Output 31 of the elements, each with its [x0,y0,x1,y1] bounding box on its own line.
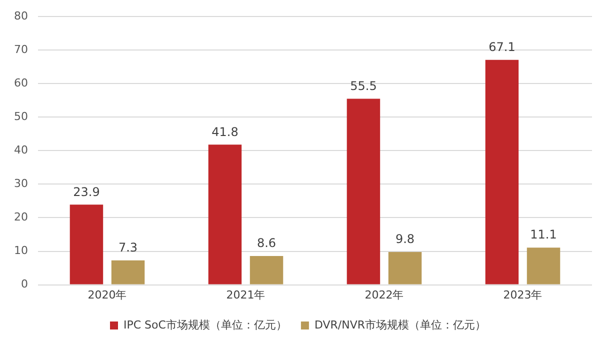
bar [346,98,380,284]
y-tick-label: 80 [14,9,28,22]
data-label: 67.1 [488,40,516,54]
x-tick-label: 2023年 [503,288,542,302]
y-tick-label: 40 [14,144,28,157]
bar [526,248,560,284]
y-tick-label: 70 [14,42,28,56]
y-tick-label: 20 [14,210,28,224]
y-tick-label: 50 [14,110,28,124]
y-tick-label: 0 [20,278,28,291]
data-label: 41.8 [212,124,238,139]
data-label: 23.9 [73,184,100,199]
bar [250,256,284,284]
bar [111,260,145,284]
legend-label: DVR/NVR市场规模（单位：亿元） [314,318,486,332]
x-tick-label: 2022年 [364,288,404,302]
y-tick-label: 60 [14,76,28,90]
bar [208,144,242,284]
data-label: 9.8 [395,232,415,246]
bar [485,60,519,284]
bar [70,204,104,284]
x-tick-label: 2020年 [88,288,127,302]
legend-label: IPC SoC市场规模（单位：亿元） [124,318,287,332]
data-label: 11.1 [530,228,557,242]
y-tick-label: 10 [14,244,28,258]
bar [388,252,422,284]
data-label: 7.3 [118,240,138,254]
data-label: 8.6 [256,236,276,250]
data-label: 55.5 [350,78,377,93]
x-tick-label: 2021年 [226,288,266,302]
y-tick-label: 30 [14,177,28,190]
